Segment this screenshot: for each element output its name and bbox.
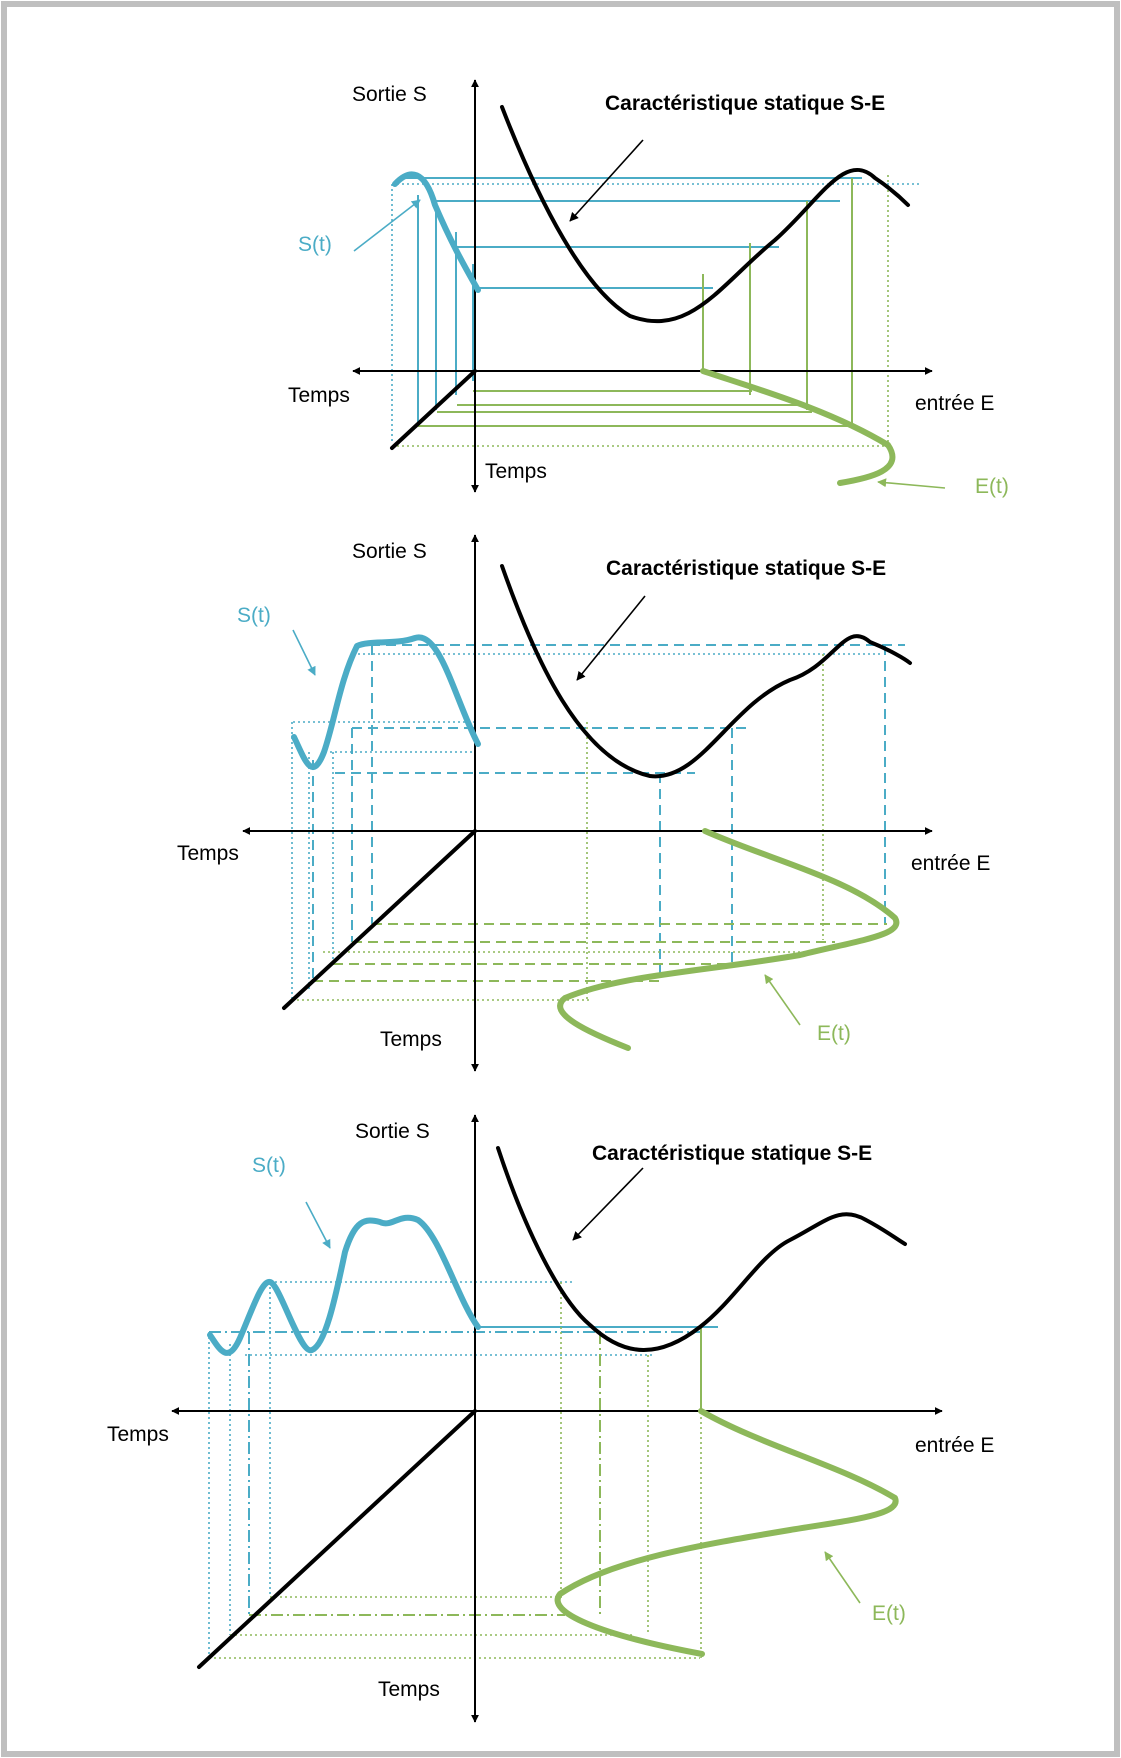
- panel-2-projections: [291, 644, 905, 1001]
- panel-3-projections: [208, 1281, 718, 1659]
- panel-2-input-signal-label: E(t): [817, 1022, 851, 1045]
- panel-2-output-signal-label: S(t): [237, 604, 271, 627]
- panel-2-output-axis-label: Sortie S: [352, 540, 427, 563]
- panel-1-input-signal-label: E(t): [975, 475, 1009, 498]
- panel-2-output-signal: [291, 634, 481, 770]
- panel-3-output-signal-label: S(t): [252, 1154, 286, 1177]
- panel-1-time-left-label: Temps: [288, 384, 350, 407]
- panel-1-projections: [391, 175, 920, 447]
- panel-2-characteristic-label: Caractéristique statique S-E: [606, 557, 886, 580]
- panel-3-output-signal: [207, 1214, 481, 1356]
- panel-2-input-signal: [557, 828, 900, 1051]
- panel-1-characteristic-curve: [500, 105, 910, 324]
- panel-2: Sortie S Caractéristique statique S-E S(…: [177, 534, 990, 1072]
- panel-1-output-axis-label: Sortie S: [352, 83, 427, 106]
- panel-1-characteristic-label: Caractéristique statique S-E: [605, 92, 885, 115]
- panel-2-output-signal-pointer: [292, 629, 316, 676]
- panel-3-input-signal: [554, 1408, 899, 1657]
- panel-1-output-signal-pointer: [353, 199, 421, 252]
- panel-1-characteristic-pointer: [569, 139, 644, 222]
- panel-2-characteristic-pointer: [576, 595, 646, 681]
- panel-3-time-diagonal: [197, 1409, 477, 1669]
- panel-1-output-signal: [392, 171, 481, 293]
- panel-3-output-signal-pointer: [305, 1201, 331, 1249]
- panel-1-input-signal: [700, 368, 896, 486]
- panel-3-input-signal-label: E(t): [872, 1602, 906, 1625]
- panel-3-time-left-label: Temps: [107, 1423, 169, 1446]
- panel-3-input-axis-label: entrée E: [915, 1434, 994, 1457]
- panel-2-time-left-label: Temps: [177, 842, 239, 865]
- panel-1: Sortie S Caractéristique statique S-E S(…: [288, 79, 1009, 498]
- panel-1-time-diagonal: [390, 369, 477, 450]
- panel-1-input-axis-label: entrée E: [915, 392, 994, 415]
- panel-2-input-axis-label: entrée E: [911, 852, 990, 875]
- panel-2-characteristic-curve: [500, 564, 912, 779]
- panel-3-characteristic-label: Caractéristique statique S-E: [592, 1142, 872, 1165]
- panel-2-time-diagonal: [282, 829, 477, 1010]
- panel-3-input-signal-pointer: [824, 1551, 861, 1604]
- panel-3-output-axis-label: Sortie S: [355, 1120, 430, 1143]
- panel-2-time-bottom-label: Temps: [380, 1028, 442, 1051]
- panel-3-time-bottom-label: Temps: [378, 1678, 440, 1701]
- panel-3-characteristic-pointer: [572, 1167, 644, 1241]
- panel-3-characteristic-curve: [496, 1146, 907, 1352]
- panel-1-output-signal-label: S(t): [298, 233, 332, 256]
- panel-1-input-signal-pointer: [877, 478, 946, 489]
- panel-3: Sortie S Caractéristique statique S-E S(…: [107, 1114, 994, 1723]
- panel-2-input-signal-pointer: [764, 974, 801, 1026]
- panel-1-time-bottom-label: Temps: [485, 460, 547, 483]
